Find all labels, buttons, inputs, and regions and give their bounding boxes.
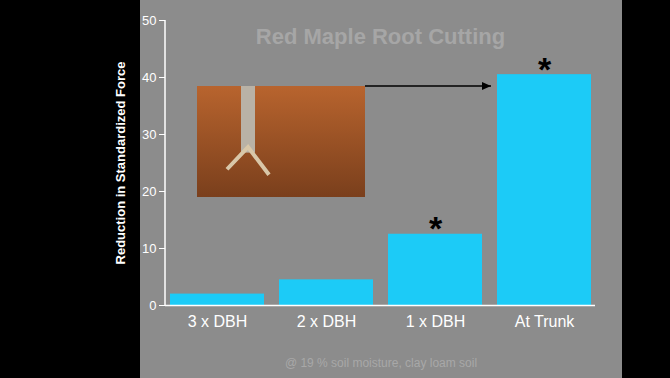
svg-text:Red Maple Root Cutting: Red Maple Root Cutting (256, 24, 505, 49)
svg-text:Reduction in Standardized Forc: Reduction in Standardized Force (113, 62, 128, 265)
svg-text:1 x DBH: 1 x DBH (406, 313, 466, 330)
svg-text:*: * (538, 50, 552, 88)
svg-text:*: * (429, 209, 443, 247)
svg-text:20: 20 (142, 184, 156, 199)
svg-text:40: 40 (142, 70, 156, 85)
svg-text:30: 30 (142, 127, 156, 142)
svg-text:0: 0 (149, 298, 156, 313)
svg-text:3 x DBH: 3 x DBH (188, 313, 248, 330)
html-text:@ 19 % soil moisture, clay loa: @ 19 % soil moisture, clay loam soil (284, 356, 478, 370)
svg-text:10: 10 (142, 241, 156, 256)
svg-text:2 x DBH: 2 x DBH (297, 313, 357, 330)
svg-text:50: 50 (142, 13, 156, 28)
svg-text:At Trunk: At Trunk (515, 313, 576, 330)
